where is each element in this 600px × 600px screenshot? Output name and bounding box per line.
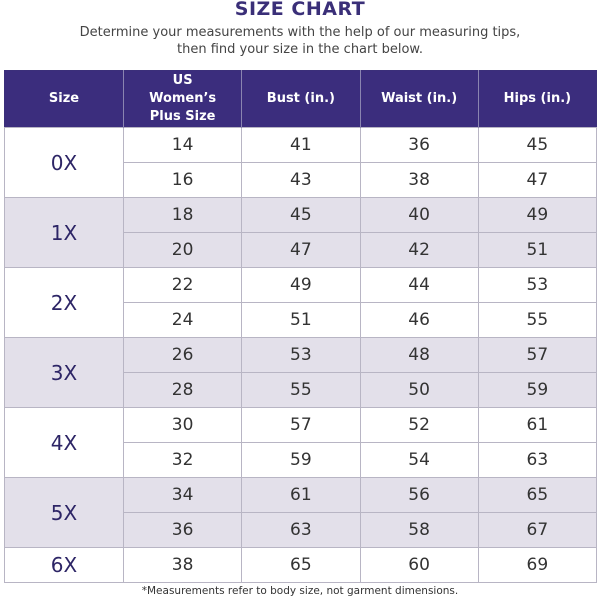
waist-cell: 42 <box>359 232 479 268</box>
table-row: 32 59 54 63 <box>5 442 598 478</box>
table-row: 5X 34 61 56 65 <box>4 477 598 548</box>
waist-cell: 52 <box>359 407 479 443</box>
bust-cell: 59 <box>241 442 361 478</box>
table-row: 1X 18 45 40 49 <box>4 197 598 268</box>
hips-cell: 45 <box>477 127 598 163</box>
bust-cell: 45 <box>241 197 361 233</box>
table-row: 3X 26 53 48 57 <box>4 337 598 408</box>
us-size-cell: 34 <box>122 477 243 513</box>
bust-cell: 51 <box>241 302 361 338</box>
bust-cell: 63 <box>241 512 361 548</box>
us-size-cell: 36 <box>122 512 243 548</box>
size-label: 6X <box>4 547 124 583</box>
size-label: 5X <box>4 477 124 548</box>
size-label: 0X <box>4 127 124 198</box>
waist-cell: 50 <box>359 372 479 408</box>
table-row: 0X 14 41 36 45 <box>4 127 598 198</box>
subtitle-line-1: Determine your measurements with the hel… <box>79 25 521 40</box>
table-row: 2X 22 49 44 53 <box>4 267 598 338</box>
hips-cell: 49 <box>477 197 598 233</box>
waist-cell: 38 <box>359 162 479 198</box>
header-hips: Hips (in.) <box>477 70 597 128</box>
header-row: Size US Women’s Plus Size Bust (in.) Wai… <box>4 70 597 128</box>
us-size-cell: 38 <box>122 547 243 583</box>
waist-cell: 46 <box>359 302 479 338</box>
waist-cell: 60 <box>359 547 479 583</box>
table-row: 4X 30 57 52 61 <box>4 407 598 478</box>
table-row: 16 43 38 47 <box>5 162 598 198</box>
hips-cell: 55 <box>477 302 598 338</box>
waist-cell: 56 <box>359 477 479 513</box>
waist-cell: 44 <box>359 267 479 303</box>
table-row: 28 55 50 59 <box>5 372 598 408</box>
table-row: 36 63 58 67 <box>5 512 598 548</box>
us-size-cell: 18 <box>122 197 243 233</box>
bust-cell: 43 <box>241 162 361 198</box>
header-us-size: US Women’s Plus Size <box>122 70 242 128</box>
us-size-cell: 28 <box>122 372 243 408</box>
header-bust: Bust (in.) <box>241 70 360 128</box>
waist-cell: 36 <box>359 127 479 163</box>
hips-cell: 53 <box>477 267 598 303</box>
us-size-cell: 20 <box>122 232 243 268</box>
bust-cell: 47 <box>241 232 361 268</box>
table-row: 20 47 42 51 <box>5 232 598 268</box>
us-size-cell: 30 <box>122 407 243 443</box>
waist-cell: 48 <box>359 337 479 373</box>
header-waist: Waist (in.) <box>359 70 479 128</box>
size-label: 4X <box>4 407 124 478</box>
subtitle-line-2: then find your size in the chart below. <box>177 42 423 57</box>
table-row: 24 51 46 55 <box>5 302 598 338</box>
table-row: 6X 38 65 60 69 <box>4 547 598 583</box>
hips-cell: 61 <box>477 407 598 443</box>
us-size-cell: 26 <box>122 337 243 373</box>
hips-cell: 59 <box>477 372 598 408</box>
hips-cell: 67 <box>477 512 598 548</box>
hips-cell: 65 <box>477 477 598 513</box>
footnote: *Measurements refer to body size, not ga… <box>141 585 459 597</box>
size-chart-table: Size US Women’s Plus Size Bust (in.) Wai… <box>4 70 598 583</box>
size-label: 2X <box>4 267 124 338</box>
header-size: Size <box>4 70 124 128</box>
waist-cell: 40 <box>359 197 479 233</box>
hips-cell: 63 <box>477 442 598 478</box>
bust-cell: 65 <box>241 547 361 583</box>
bust-cell: 57 <box>241 407 361 443</box>
bust-cell: 55 <box>241 372 361 408</box>
us-size-cell: 22 <box>122 267 243 303</box>
size-label: 1X <box>4 197 124 268</box>
bust-cell: 41 <box>241 127 361 163</box>
us-size-cell: 14 <box>122 127 243 163</box>
waist-cell: 54 <box>359 442 479 478</box>
hips-cell: 69 <box>477 547 598 583</box>
subtitle: Determine your measurements with the hel… <box>0 24 600 58</box>
bust-cell: 49 <box>241 267 361 303</box>
hips-cell: 47 <box>477 162 598 198</box>
page-title: SIZE CHART <box>234 0 366 20</box>
us-size-cell: 24 <box>122 302 243 338</box>
us-size-cell: 32 <box>122 442 243 478</box>
waist-cell: 58 <box>359 512 479 548</box>
us-size-cell: 16 <box>122 162 243 198</box>
bust-cell: 53 <box>241 337 361 373</box>
hips-cell: 57 <box>477 337 598 373</box>
bust-cell: 61 <box>241 477 361 513</box>
hips-cell: 51 <box>477 232 598 268</box>
size-label: 3X <box>4 337 124 408</box>
